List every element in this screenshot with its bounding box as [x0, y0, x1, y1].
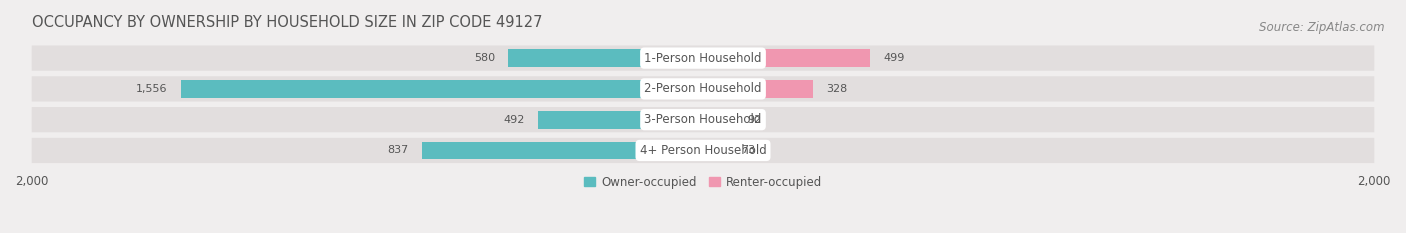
Text: 2-Person Household: 2-Person Household	[644, 82, 762, 95]
FancyBboxPatch shape	[32, 107, 1374, 132]
Text: 328: 328	[827, 84, 848, 94]
Text: Source: ZipAtlas.com: Source: ZipAtlas.com	[1260, 21, 1385, 34]
Bar	[538, 111, 703, 129]
Text: 580: 580	[474, 53, 495, 63]
Text: 492: 492	[503, 115, 524, 125]
Bar	[181, 80, 703, 98]
Text: 499: 499	[884, 53, 905, 63]
Text: 92: 92	[748, 115, 762, 125]
Legend: Owner-occupied, Renter-occupied: Owner-occupied, Renter-occupied	[579, 171, 827, 194]
Bar	[703, 49, 870, 67]
Text: 1,556: 1,556	[136, 84, 167, 94]
Text: 4+ Person Household: 4+ Person Household	[640, 144, 766, 157]
Text: 1-Person Household: 1-Person Household	[644, 52, 762, 65]
Text: 837: 837	[388, 145, 409, 155]
Text: OCCUPANCY BY OWNERSHIP BY HOUSEHOLD SIZE IN ZIP CODE 49127: OCCUPANCY BY OWNERSHIP BY HOUSEHOLD SIZE…	[32, 15, 543, 30]
FancyBboxPatch shape	[32, 45, 1374, 71]
Bar	[703, 111, 734, 129]
Bar	[703, 141, 727, 159]
Bar	[703, 80, 813, 98]
Text: 73: 73	[741, 145, 755, 155]
FancyBboxPatch shape	[32, 76, 1374, 102]
Bar	[509, 49, 703, 67]
Text: 3-Person Household: 3-Person Household	[644, 113, 762, 126]
Bar	[422, 141, 703, 159]
FancyBboxPatch shape	[32, 138, 1374, 163]
